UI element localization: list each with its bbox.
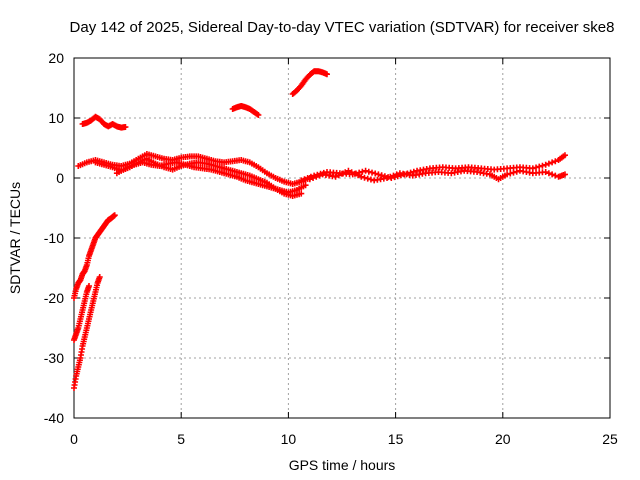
data-point <box>313 173 320 180</box>
y-tick-label: -30 <box>44 350 64 366</box>
data-point <box>358 173 365 180</box>
series-band-e <box>306 167 568 184</box>
x-tick-label: 20 <box>495 431 511 447</box>
data-point <box>298 177 305 184</box>
data-point <box>367 176 374 183</box>
x-tick-label: 5 <box>177 431 185 447</box>
data-point <box>351 170 358 177</box>
series-arc-mid-7h <box>229 103 262 118</box>
chart-title: Day 142 of 2025, Sidereal Day-to-day VTE… <box>70 19 615 36</box>
data-point <box>301 176 308 183</box>
axis-ticks <box>73 57 611 419</box>
data-point <box>342 169 349 176</box>
data-point <box>507 170 514 177</box>
data-point <box>390 172 397 179</box>
data-point <box>536 163 543 170</box>
data-point <box>361 174 368 181</box>
y-tick-label: -10 <box>44 230 64 246</box>
data-point <box>545 170 552 177</box>
data-point <box>378 172 385 179</box>
grid <box>74 58 610 418</box>
data-point <box>255 112 262 118</box>
y-tick-label: 10 <box>48 110 64 126</box>
data-point <box>384 175 391 181</box>
data-point <box>375 171 382 178</box>
data-point <box>393 171 400 178</box>
data-point <box>533 164 540 171</box>
data-point <box>545 160 552 167</box>
data-point <box>369 169 376 176</box>
data-point <box>345 167 352 174</box>
series-arc-rising-left-3 <box>71 274 103 391</box>
y-tick-label: -20 <box>44 290 64 306</box>
data-point <box>539 162 546 169</box>
data-point <box>387 173 394 180</box>
data-point <box>561 171 568 178</box>
data-point <box>372 170 379 177</box>
data-point <box>306 176 313 183</box>
y-tick-labels: -40 -30 -20 -10 0 10 20 <box>44 50 64 426</box>
y-axis-label: SDTVAR / TECUs <box>7 182 23 294</box>
data-point <box>549 159 556 166</box>
data-point <box>335 172 342 179</box>
x-axis-label: GPS time / hours <box>289 457 396 473</box>
data-point <box>542 169 549 175</box>
data-point <box>365 168 372 175</box>
data-point <box>510 169 517 176</box>
data-point <box>410 168 417 175</box>
series-arc-mid-10h <box>289 68 330 97</box>
data-point <box>364 175 371 182</box>
x-tick-label: 15 <box>388 431 404 447</box>
x-tick-label: 10 <box>281 431 297 447</box>
data-point <box>310 175 317 181</box>
data-point <box>86 283 93 289</box>
data-point <box>339 170 345 177</box>
data-point <box>552 158 559 165</box>
y-tick-label: 20 <box>48 50 64 66</box>
series-band-c <box>113 159 309 196</box>
data-point <box>355 172 362 179</box>
data-point <box>122 124 129 130</box>
series-arc-rising-left-1 <box>71 212 118 301</box>
data-point <box>332 173 339 180</box>
data-point <box>359 168 366 175</box>
data-point <box>111 212 118 219</box>
data-point <box>348 169 355 176</box>
data-points <box>71 68 568 391</box>
data-point <box>513 168 520 175</box>
y-tick-label: 0 <box>56 170 64 186</box>
x-tick-labels: 0 5 10 15 20 25 <box>70 431 618 447</box>
y-tick-label: -40 <box>44 410 64 426</box>
series-band-d <box>298 152 568 184</box>
x-tick-label: 0 <box>70 431 78 447</box>
data-point <box>362 167 369 174</box>
data-point <box>302 182 309 189</box>
data-point <box>323 71 330 78</box>
x-tick-label: 25 <box>602 431 618 447</box>
data-point <box>549 171 556 178</box>
series-arc-rising-left-2 <box>71 283 93 343</box>
data-point <box>298 190 305 197</box>
data-point <box>561 152 568 159</box>
series-arc-upper-left <box>79 113 129 131</box>
data-point <box>504 171 511 178</box>
data-point <box>316 172 323 179</box>
data-point <box>96 274 103 280</box>
data-point <box>542 161 549 168</box>
